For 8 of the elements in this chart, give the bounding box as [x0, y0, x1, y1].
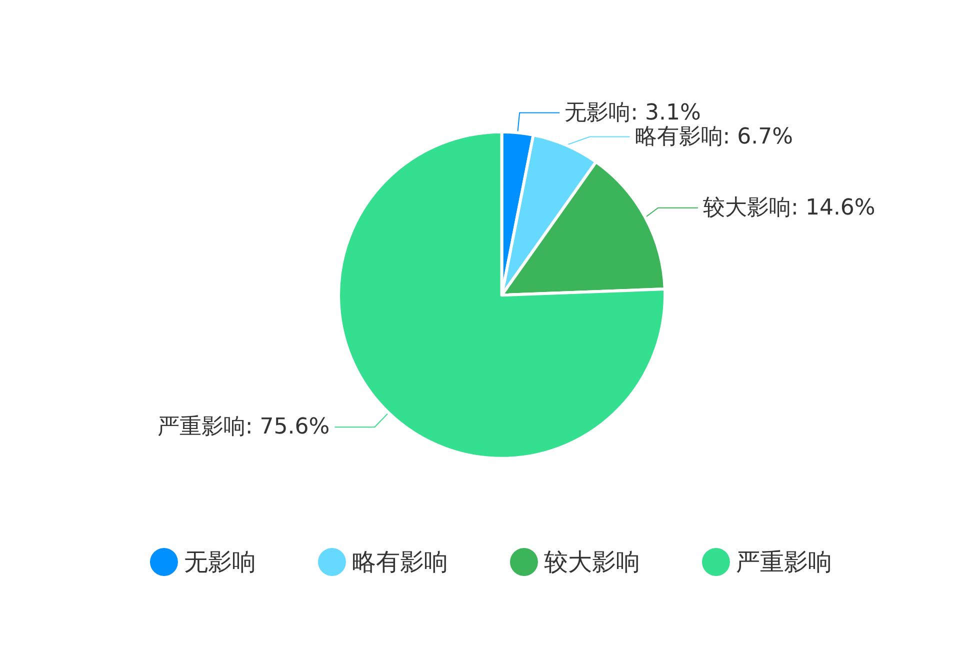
data-label: 较大影响: 14.6% — [703, 195, 876, 220]
legend-label: 略有影响 — [352, 548, 448, 576]
legend-label: 无影响 — [184, 548, 256, 576]
legend-label: 较大影响 — [544, 548, 640, 576]
data-label: 无影响: 3.1% — [564, 100, 701, 126]
data-label: 严重影响: 75.6% — [157, 414, 330, 440]
legend-label: 严重影响 — [736, 548, 832, 576]
data-label: 略有影响: 6.7% — [634, 124, 794, 150]
